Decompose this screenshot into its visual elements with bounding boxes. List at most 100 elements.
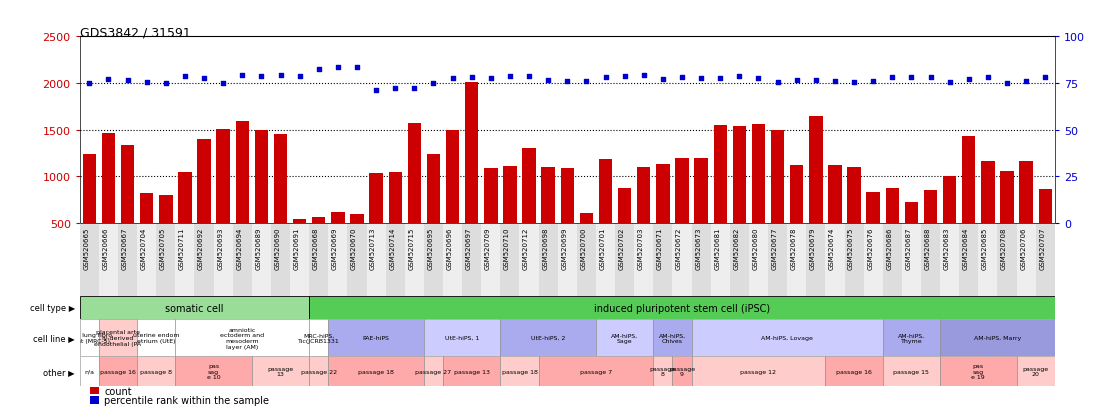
Bar — [274, 135, 287, 270]
Text: GSM520685: GSM520685 — [982, 227, 988, 269]
Point — [979, 75, 997, 81]
Text: uterine endom
etrium (UtE): uterine endom etrium (UtE) — [133, 332, 179, 343]
Bar — [156, 223, 175, 297]
Text: AM-hiPS,
Chives: AM-hiPS, Chives — [659, 332, 686, 343]
Bar — [924, 191, 937, 270]
Text: GSM520665: GSM520665 — [83, 227, 90, 269]
Text: AM-hiPS,
Sage: AM-hiPS, Sage — [612, 332, 638, 343]
Bar — [175, 223, 195, 297]
Bar — [350, 215, 363, 270]
Bar — [369, 174, 382, 270]
Point — [367, 88, 384, 95]
Text: passage
13: passage 13 — [267, 366, 294, 377]
Bar — [732, 126, 746, 270]
Bar — [848, 167, 861, 270]
Bar — [233, 223, 252, 297]
Text: passage 18: passage 18 — [358, 369, 394, 374]
Text: GSM520702: GSM520702 — [618, 227, 625, 269]
Text: GSM520679: GSM520679 — [810, 227, 815, 269]
Point — [253, 74, 270, 81]
Bar — [1036, 223, 1055, 297]
Point — [616, 74, 634, 81]
Text: other ▶: other ▶ — [43, 367, 75, 376]
Text: GSM520693: GSM520693 — [217, 227, 223, 269]
Point — [635, 73, 653, 80]
Bar — [255, 130, 268, 270]
Point — [1036, 75, 1054, 81]
Bar — [252, 356, 309, 386]
Bar — [309, 356, 328, 386]
Bar — [768, 223, 787, 297]
Text: GSM520704: GSM520704 — [141, 227, 146, 269]
Bar — [80, 223, 99, 297]
Point — [864, 78, 882, 85]
Bar — [654, 223, 673, 297]
Bar — [691, 223, 710, 297]
Text: passage 7: passage 7 — [579, 369, 612, 374]
Text: GSM520675: GSM520675 — [848, 227, 854, 269]
Bar — [501, 223, 520, 297]
Text: AM-hiPS, Marry: AM-hiPS, Marry — [974, 335, 1022, 340]
Text: passage 18: passage 18 — [502, 369, 537, 374]
Bar — [940, 223, 960, 297]
Bar — [790, 166, 803, 270]
Bar — [596, 320, 654, 356]
Bar — [481, 223, 501, 297]
Bar — [863, 223, 883, 297]
Bar — [328, 356, 424, 386]
Text: GDS3842 / 31591: GDS3842 / 31591 — [80, 27, 191, 40]
Bar — [902, 223, 921, 297]
Bar — [252, 223, 271, 297]
Point — [100, 77, 117, 83]
Bar — [943, 177, 956, 270]
Point — [520, 74, 537, 81]
Bar — [290, 223, 309, 297]
Bar — [175, 320, 309, 356]
Point — [750, 76, 768, 82]
Bar — [214, 223, 233, 297]
Text: passage
8: passage 8 — [649, 366, 676, 377]
Text: passage 16: passage 16 — [837, 369, 872, 374]
Bar — [637, 167, 650, 270]
Bar — [1001, 171, 1014, 270]
Bar — [940, 356, 1016, 386]
Point — [558, 78, 576, 85]
Bar — [883, 356, 940, 386]
Text: GSM520678: GSM520678 — [791, 227, 797, 269]
Text: GSM520669: GSM520669 — [332, 227, 338, 269]
Bar — [140, 194, 153, 270]
Bar — [982, 162, 995, 270]
Point — [443, 76, 461, 82]
Text: amniotic
ectoderm and
mesoderm
layer (AM): amniotic ectoderm and mesoderm layer (AM… — [220, 327, 265, 349]
Text: passage 12: passage 12 — [740, 369, 777, 374]
Bar — [714, 126, 727, 270]
Bar — [102, 134, 115, 270]
Text: GSM520670: GSM520670 — [351, 227, 357, 269]
Bar — [787, 223, 807, 297]
Text: GSM520688: GSM520688 — [924, 227, 931, 269]
Point — [692, 76, 710, 82]
Text: pas
sag
e 19: pas sag e 19 — [972, 363, 985, 380]
Text: n/a: n/a — [84, 369, 94, 374]
Bar — [883, 320, 940, 356]
Point — [482, 76, 500, 82]
Text: GSM520701: GSM520701 — [599, 227, 606, 269]
Bar — [137, 356, 175, 386]
Text: passage
9: passage 9 — [669, 366, 695, 377]
Point — [501, 74, 519, 81]
Bar — [885, 189, 899, 270]
Text: passage
20: passage 20 — [1023, 366, 1049, 377]
Bar — [656, 165, 669, 270]
Text: passage 8: passage 8 — [141, 369, 172, 374]
Bar — [309, 297, 1055, 320]
Text: GSM520692: GSM520692 — [198, 227, 204, 269]
Text: GSM520674: GSM520674 — [829, 227, 835, 269]
Bar — [615, 223, 634, 297]
Bar — [501, 320, 596, 356]
Text: GSM520699: GSM520699 — [562, 227, 567, 269]
Point — [234, 73, 252, 80]
Point — [176, 74, 194, 81]
Text: GSM520696: GSM520696 — [447, 227, 452, 269]
Point — [463, 75, 481, 81]
Point — [406, 85, 423, 92]
